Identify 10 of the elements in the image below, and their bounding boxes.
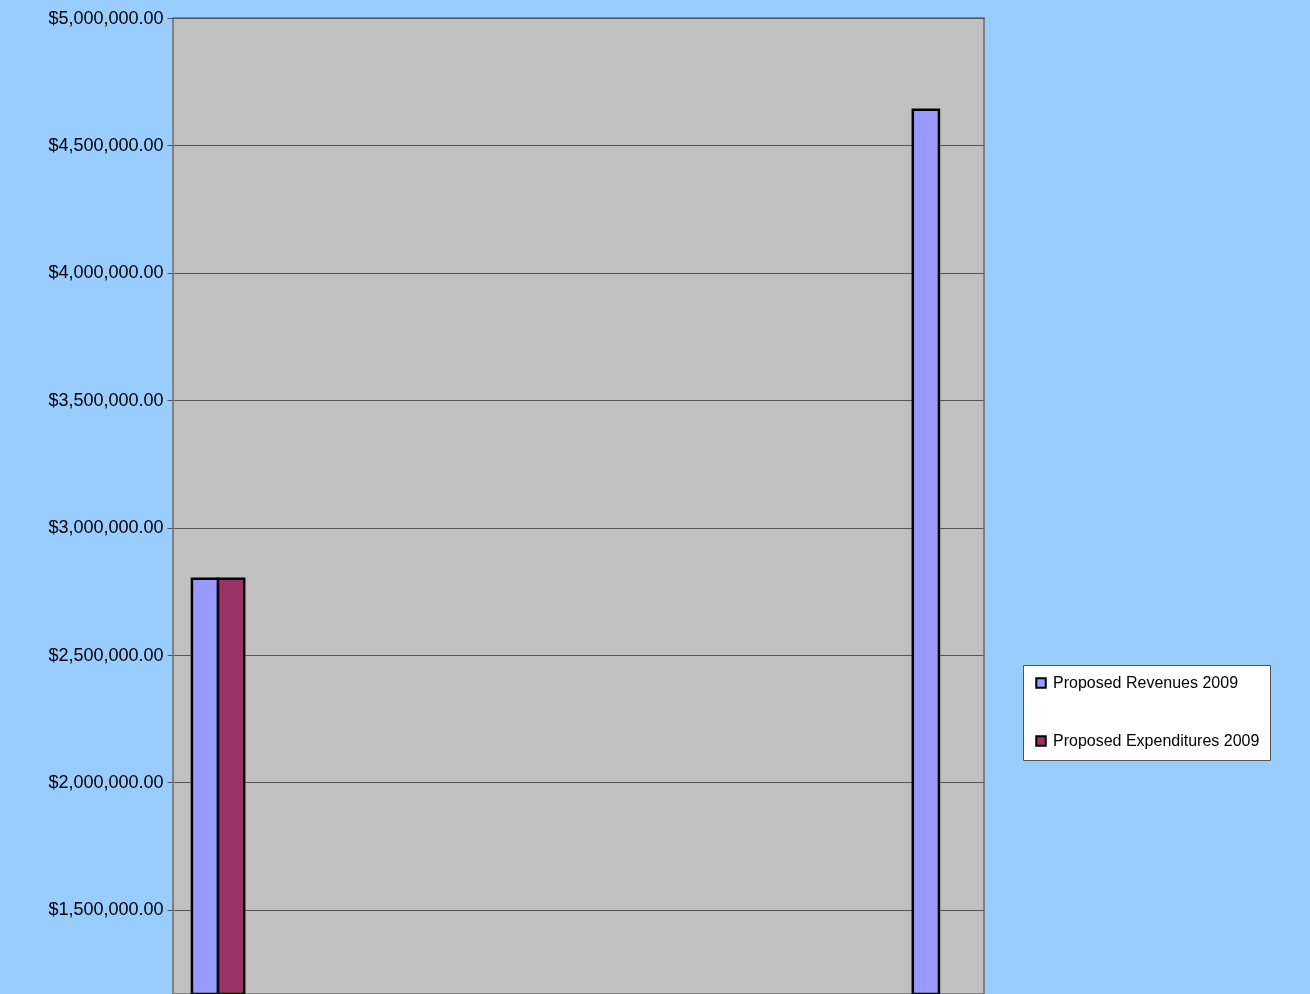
y-tick-label: $3,000,000.00 — [48, 517, 164, 538]
y-tick-label: $4,000,000.00 — [48, 262, 164, 283]
y-tick-label: $1,500,000.00 — [48, 899, 164, 920]
legend-label: Proposed Expenditures 2009 — [1053, 732, 1260, 749]
legend-label: Proposed Revenues 2009 — [1053, 674, 1239, 691]
y-tick-label: $5,000,000.00 — [48, 7, 164, 28]
y-tick-label: $2,000,000.00 — [48, 771, 164, 792]
y-tick-label: $4,500,000.00 — [48, 134, 164, 155]
y-tick-label: $2,500,000.00 — [48, 644, 164, 665]
y-tick-label: $3,500,000.00 — [48, 389, 164, 410]
